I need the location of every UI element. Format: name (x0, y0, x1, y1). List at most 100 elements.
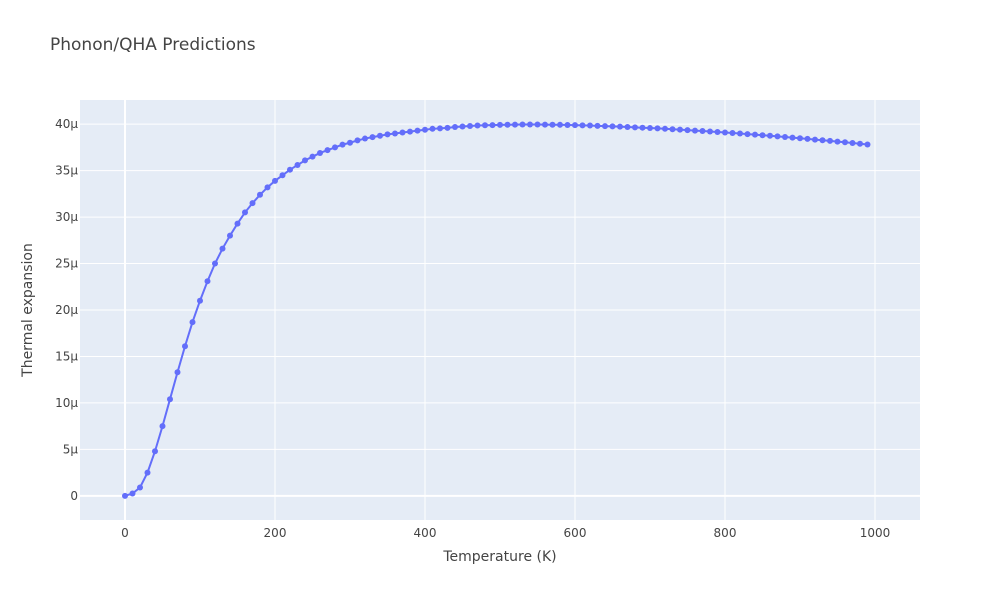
data-point[interactable] (527, 121, 533, 128)
data-point[interactable] (137, 484, 143, 491)
data-point[interactable] (422, 126, 428, 133)
data-point[interactable] (819, 137, 826, 144)
data-point[interactable] (324, 147, 331, 154)
data-point[interactable] (452, 123, 458, 130)
data-point[interactable] (564, 122, 571, 128)
data-point[interactable] (467, 123, 473, 130)
data-point[interactable] (144, 469, 151, 476)
data-point[interactable] (849, 140, 856, 147)
data-point[interactable] (129, 490, 136, 497)
data-point[interactable] (617, 123, 623, 130)
data-point[interactable] (257, 191, 263, 198)
data-point[interactable] (804, 135, 811, 142)
data-point[interactable] (444, 124, 451, 131)
data-point[interactable] (654, 125, 661, 132)
data-point[interactable] (774, 133, 781, 140)
data-point[interactable] (437, 125, 443, 132)
data-point[interactable] (174, 369, 181, 376)
data-point[interactable] (189, 319, 196, 326)
data-point[interactable] (377, 132, 383, 139)
data-point[interactable] (707, 128, 713, 135)
data-point[interactable] (167, 396, 173, 403)
data-point[interactable] (159, 423, 166, 430)
data-point[interactable] (219, 245, 226, 252)
data-point[interactable] (662, 125, 668, 132)
data-point[interactable] (519, 121, 526, 128)
data-point[interactable] (407, 128, 413, 135)
data-point[interactable] (264, 184, 271, 191)
data-point[interactable] (302, 157, 308, 164)
data-point[interactable] (272, 177, 278, 184)
data-point[interactable] (602, 123, 608, 130)
data-point[interactable] (414, 127, 421, 134)
data-point[interactable] (287, 166, 293, 173)
data-point[interactable] (399, 129, 406, 136)
data-point[interactable] (347, 139, 353, 146)
data-point[interactable] (594, 122, 601, 129)
data-point[interactable] (242, 209, 248, 216)
data-point[interactable] (834, 138, 841, 145)
data-point[interactable] (482, 122, 488, 129)
data-point[interactable] (609, 123, 616, 130)
data-point[interactable] (489, 122, 496, 129)
data-point[interactable] (182, 343, 188, 350)
data-point[interactable] (354, 137, 361, 144)
data-point[interactable] (639, 124, 646, 131)
data-point[interactable] (204, 278, 211, 285)
data-point[interactable] (647, 125, 653, 132)
data-point[interactable] (587, 122, 593, 129)
data-point[interactable] (572, 122, 578, 129)
data-point[interactable] (122, 492, 128, 499)
data-point[interactable] (797, 135, 803, 142)
data-point[interactable] (812, 136, 818, 143)
data-point[interactable] (692, 127, 698, 134)
data-point[interactable] (827, 137, 833, 144)
data-point[interactable] (512, 121, 518, 128)
data-point[interactable] (857, 140, 863, 147)
data-point[interactable] (557, 121, 563, 128)
data-point[interactable] (369, 134, 376, 141)
data-point[interactable] (332, 144, 338, 151)
data-point[interactable] (782, 133, 788, 140)
data-point[interactable] (842, 139, 848, 146)
data-point[interactable] (534, 121, 541, 128)
data-point[interactable] (362, 135, 368, 142)
data-point[interactable] (212, 260, 218, 267)
data-point[interactable] (737, 130, 743, 137)
data-point[interactable] (392, 130, 398, 137)
data-point[interactable] (767, 132, 773, 139)
data-point[interactable] (459, 123, 466, 130)
data-point[interactable] (317, 149, 323, 156)
data-point[interactable] (227, 232, 233, 239)
data-point[interactable] (864, 141, 871, 148)
data-point[interactable] (497, 121, 503, 128)
data-point[interactable] (429, 125, 436, 132)
data-point[interactable] (339, 141, 346, 148)
data-point[interactable] (684, 127, 691, 134)
data-point[interactable] (384, 131, 391, 138)
data-point[interactable] (152, 448, 158, 455)
data-point[interactable] (714, 128, 721, 135)
data-point[interactable] (542, 121, 548, 128)
data-point[interactable] (624, 124, 631, 131)
data-point[interactable] (474, 122, 481, 129)
data-point[interactable] (249, 200, 256, 207)
data-point[interactable] (279, 172, 286, 179)
data-point[interactable] (752, 131, 758, 138)
data-point[interactable] (759, 132, 766, 139)
data-point[interactable] (504, 121, 511, 128)
data-point[interactable] (309, 153, 316, 160)
data-point[interactable] (669, 126, 676, 133)
data-point[interactable] (699, 128, 706, 135)
data-point[interactable] (579, 122, 586, 129)
data-point[interactable] (729, 129, 736, 136)
data-point[interactable] (294, 162, 301, 169)
data-point[interactable] (744, 131, 751, 138)
data-point[interactable] (789, 134, 796, 141)
data-point[interactable] (549, 121, 556, 128)
data-point[interactable] (234, 220, 241, 227)
data-point[interactable] (197, 297, 203, 304)
data-point[interactable] (722, 129, 728, 136)
data-point[interactable] (632, 124, 638, 131)
data-point[interactable] (677, 126, 683, 133)
